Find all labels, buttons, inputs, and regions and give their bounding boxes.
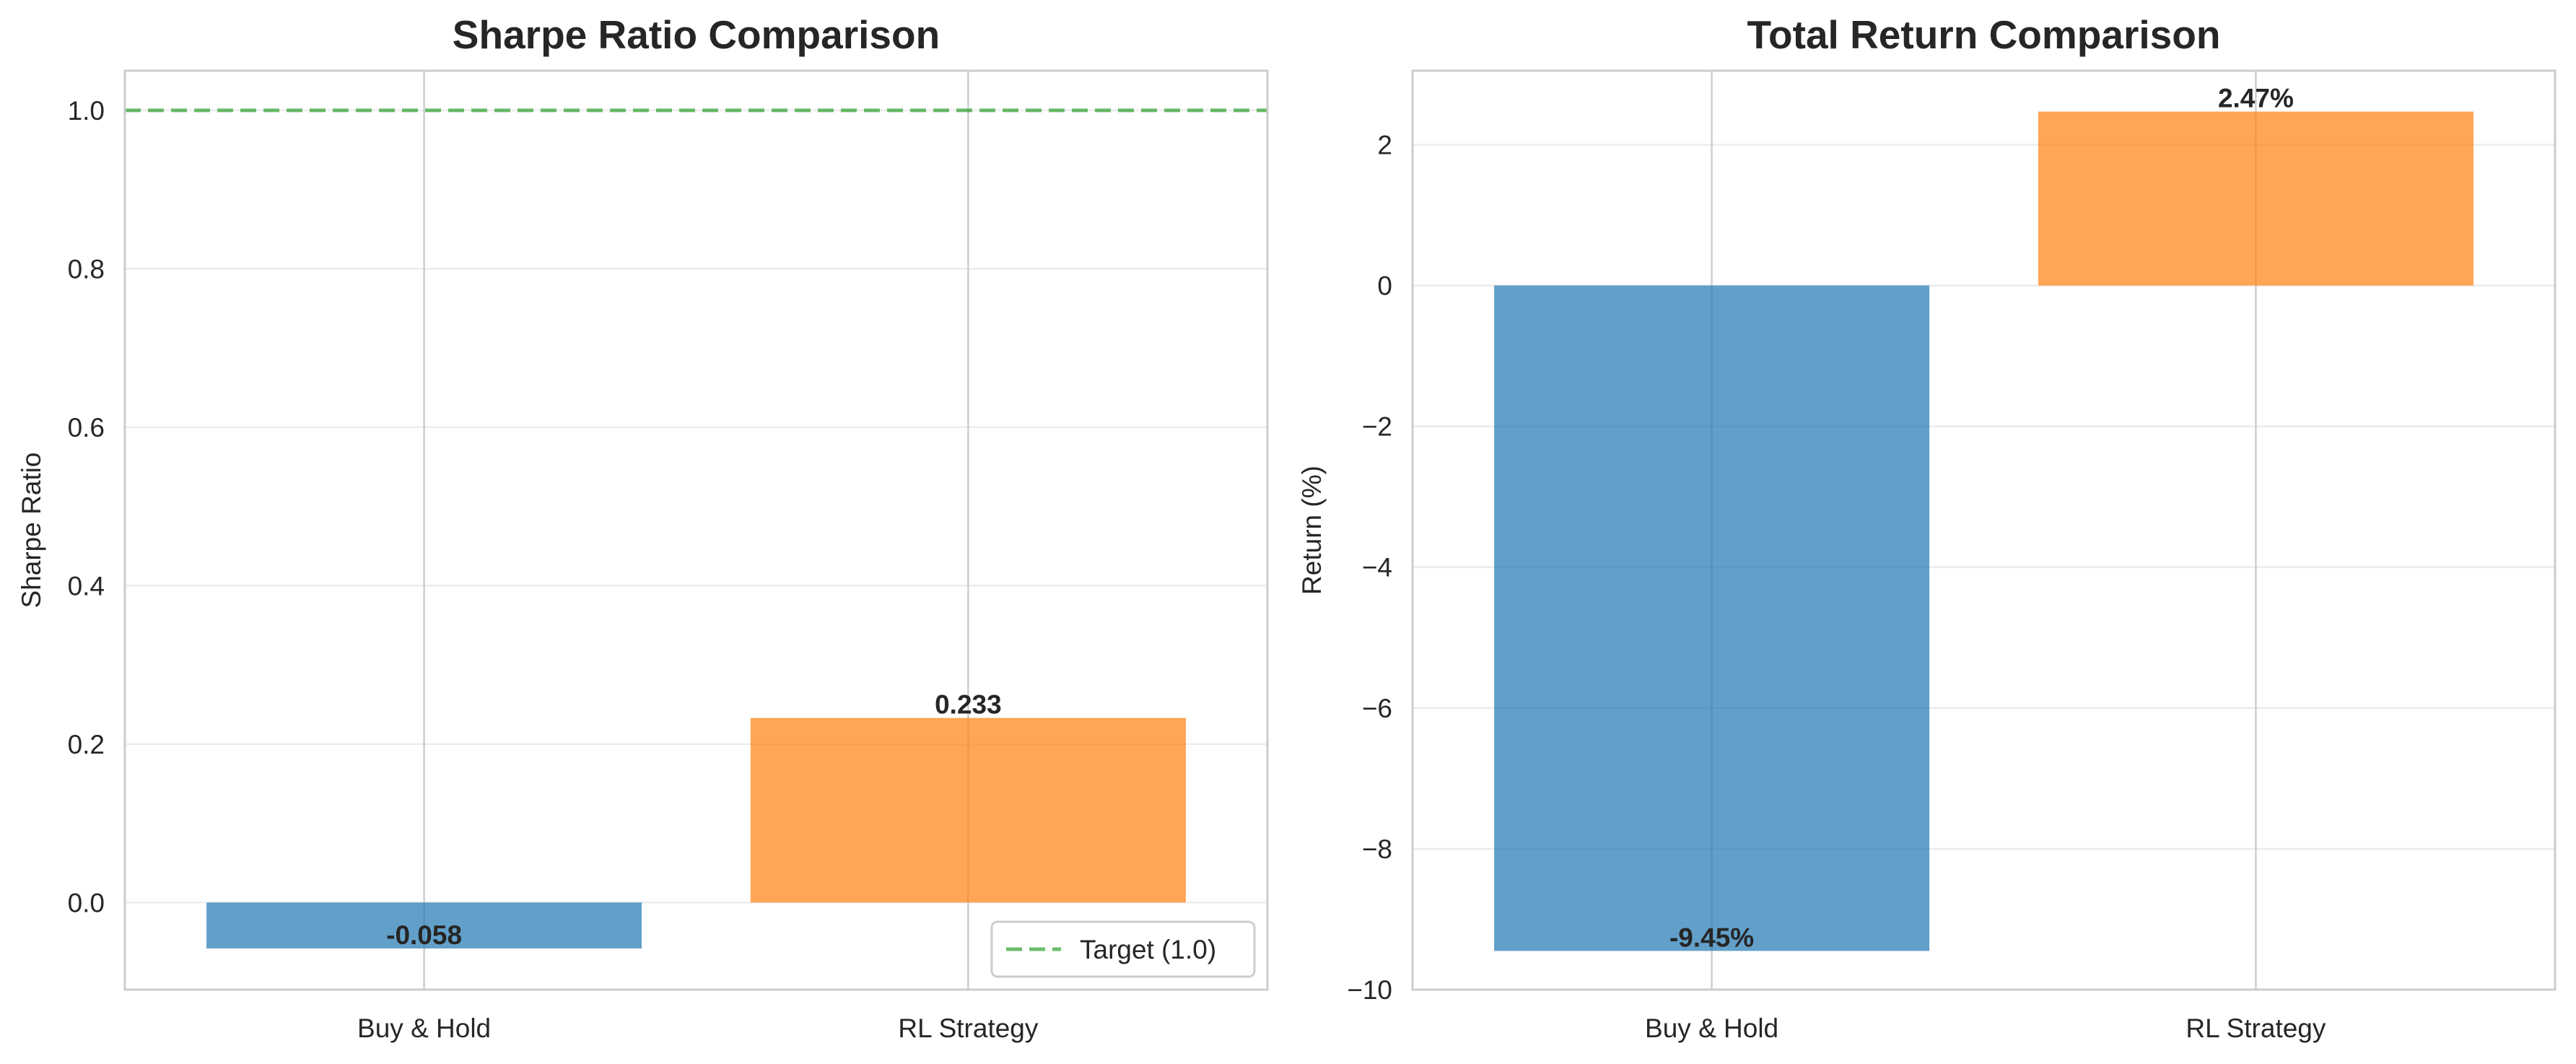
- x-tick-label: Buy & Hold: [357, 1013, 491, 1043]
- bar-value-label: 0.233: [935, 690, 1002, 720]
- legend-label: Target (1.0): [1080, 935, 1216, 964]
- plot-frame: [1411, 69, 2557, 991]
- y-tick-label: 0.2: [68, 730, 105, 759]
- chart-panel-2: -9.45% 2.47% −10 −8 −6 −4 −2 0 2 Buy & Hold RL Str…: [1297, 12, 2557, 1043]
- legend: Target (1.0): [990, 920, 1256, 978]
- y-tick-label: −2: [1362, 412, 1392, 442]
- x-tick-label: RL Strategy: [2186, 1013, 2326, 1043]
- bar-value-label: -9.45%: [1669, 923, 1754, 952]
- bar-buy-hold: [206, 902, 642, 949]
- y-tick-label: −10: [1347, 975, 1392, 1005]
- y-tick-label: 0.8: [68, 254, 105, 284]
- y-tick-label: 2: [1377, 130, 1392, 160]
- bar-buy-hold: [1494, 285, 1930, 951]
- bar-rl-strategy: [2038, 111, 2474, 286]
- plot-frame: [123, 69, 1269, 991]
- y-tick-label: 0.6: [68, 413, 105, 442]
- x-tick-label: RL Strategy: [898, 1013, 1038, 1043]
- y-tick-label: 0: [1377, 271, 1392, 301]
- bar-value-label: 2.47%: [2218, 84, 2294, 113]
- y-axis-label: Return (%): [1297, 466, 1327, 595]
- chart-title: Total Return Comparison: [1747, 12, 2221, 57]
- y-tick-label: −6: [1362, 694, 1392, 723]
- x-tick-label: Buy & Hold: [1645, 1013, 1778, 1043]
- y-tick-label: 1.0: [68, 96, 105, 126]
- y-tick-label: −8: [1362, 834, 1392, 864]
- y-tick-label: −4: [1362, 553, 1392, 583]
- legend-box: [990, 920, 1256, 978]
- y-axis-label: Sharpe Ratio: [17, 453, 46, 609]
- chart-panel-1: -0.058 0.233 0.0 0.2 0.4 0.6 0.8 1.0 Buy & Hold R…: [17, 12, 1269, 1043]
- bar-value-label: -0.058: [386, 920, 462, 950]
- bar-rl-strategy: [750, 718, 1186, 903]
- y-tick-label: 0.4: [68, 571, 105, 601]
- chart-title: Sharpe Ratio Comparison: [453, 12, 940, 57]
- y-tick-label: 0.0: [68, 888, 105, 917]
